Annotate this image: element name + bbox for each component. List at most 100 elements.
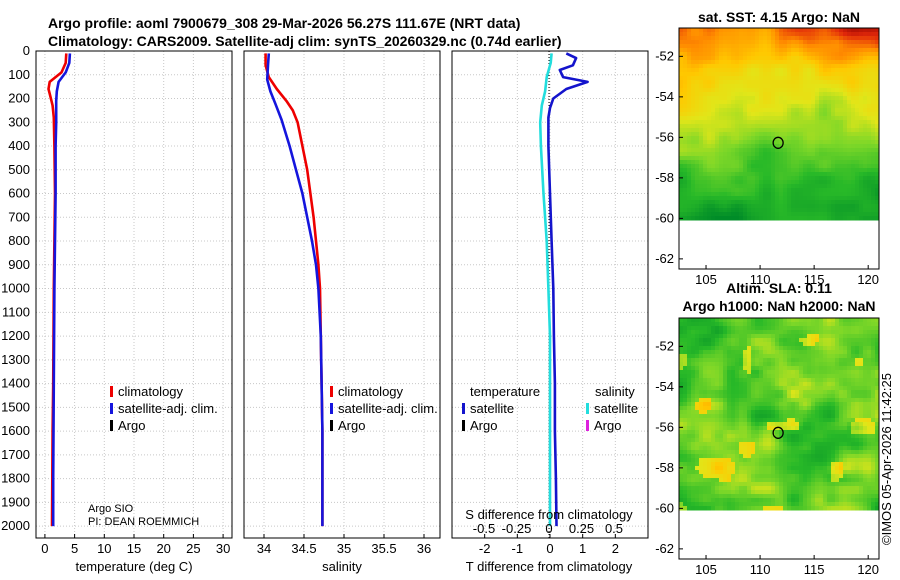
- heatmap-cell: [863, 326, 868, 331]
- heatmap-cell: [799, 52, 804, 57]
- heatmap-cell: [795, 386, 800, 391]
- heatmap-cell: [759, 434, 764, 439]
- heatmap-cell: [819, 498, 824, 503]
- heatmap-cell: [835, 68, 840, 73]
- heatmap-cell: [843, 192, 848, 197]
- heatmap-cell: [695, 406, 700, 411]
- heatmap-cell: [811, 40, 816, 45]
- heatmap-cell: [811, 362, 816, 367]
- heatmap-cell: [767, 84, 772, 89]
- heatmap-cell: [751, 350, 756, 355]
- heatmap-cell: [875, 334, 879, 339]
- heatmap-cell: [799, 200, 804, 205]
- heatmap-cell: [843, 354, 848, 359]
- heatmap-cell: [711, 200, 716, 205]
- heatmap-cell: [683, 370, 688, 375]
- heatmap-cell: [835, 40, 840, 45]
- heatmap-cell: [767, 382, 772, 387]
- heatmap-cell: [807, 192, 812, 197]
- heatmap-cell: [775, 28, 780, 33]
- heatmap-cell: [735, 430, 740, 435]
- heatmap-cell: [795, 160, 800, 165]
- heatmap-cell: [715, 430, 720, 435]
- heatmap-cell: [691, 160, 696, 165]
- depth-tick-label: 900: [8, 257, 30, 272]
- heatmap-cell: [715, 144, 720, 149]
- temperature-panel: 0 5 10 15 20 25 30 010020030040050060070080090…: [1, 43, 233, 574]
- heatmap-cell: [811, 60, 816, 65]
- heatmap-cell: [795, 346, 800, 351]
- heatmap-cell: [735, 398, 740, 403]
- heatmap-cell: [731, 68, 736, 73]
- heatmap-cell: [823, 342, 828, 347]
- heatmap-cell: [779, 474, 784, 479]
- salinity-panel: 34 34.5 35 35.5 36 salinity climatology sate…: [243, 50, 441, 574]
- heatmap-cell: [815, 426, 820, 431]
- heatmap-cell: [731, 402, 736, 407]
- heatmap-cell: [807, 458, 812, 463]
- heatmap-cell: [827, 386, 832, 391]
- heatmap-cell: [743, 100, 748, 105]
- heatmap-cell: [875, 322, 879, 327]
- heatmap-cell: [779, 184, 784, 189]
- heatmap-cell: [787, 490, 792, 495]
- heatmap-cell: [731, 60, 736, 65]
- heatmap-cell: [775, 92, 780, 97]
- heatmap-cell: [763, 482, 768, 487]
- heatmap-cell: [775, 32, 780, 37]
- heatmap-cell: [839, 502, 844, 507]
- heatmap-cell: [799, 160, 804, 165]
- heatmap-cell: [707, 442, 712, 447]
- heatmap-cell: [751, 414, 756, 419]
- heatmap-cell: [815, 398, 820, 403]
- heatmap-cell: [855, 168, 860, 173]
- heatmap-cell: [815, 192, 820, 197]
- heatmap-cell: [863, 462, 868, 467]
- heatmap-cell: [767, 430, 772, 435]
- heatmap-cell: [831, 124, 836, 129]
- heatmap-cell: [759, 338, 764, 343]
- heatmap-cell: [731, 438, 736, 443]
- heatmap-cell: [803, 410, 808, 415]
- heatmap-cell: [819, 438, 824, 443]
- heatmap-cell: [871, 80, 876, 85]
- heatmap-cell: [843, 36, 848, 41]
- heatmap-cell: [847, 410, 852, 415]
- heatmap-cell: [871, 414, 876, 419]
- heatmap-cell: [739, 414, 744, 419]
- heatmap-cell: [683, 156, 688, 161]
- heatmap-cell: [863, 322, 868, 327]
- heatmap-cell: [755, 80, 760, 85]
- heatmap-cell: [743, 48, 748, 53]
- heatmap-cell: [815, 84, 820, 89]
- heatmap-cell: [751, 120, 756, 125]
- heatmap-cell: [715, 60, 720, 65]
- heatmap-cell: [863, 212, 868, 217]
- heatmap-cell: [871, 144, 876, 149]
- heatmap-cell: [723, 486, 728, 491]
- heatmap-cell: [839, 192, 844, 197]
- heatmap-cell: [747, 338, 752, 343]
- heatmap-cell: [791, 204, 796, 209]
- heatmap-cell: [751, 116, 756, 121]
- heatmap-cell: [795, 454, 800, 459]
- heatmap-cell: [719, 462, 724, 467]
- heatmap-cell: [875, 498, 879, 503]
- heatmap-cell: [831, 44, 836, 49]
- heatmap-cell: [735, 362, 740, 367]
- heatmap-cell: [779, 350, 784, 355]
- heatmap-cell: [731, 494, 736, 499]
- depth-tick-label: 800: [8, 233, 30, 248]
- heatmap-cell: [775, 502, 780, 507]
- heatmap-cell: [823, 362, 828, 367]
- heatmap-cell: [679, 28, 684, 33]
- heatmap-cell: [699, 426, 704, 431]
- heatmap-cell: [727, 52, 732, 57]
- heatmap-cell: [707, 494, 712, 499]
- heatmap-cell: [791, 68, 796, 73]
- heatmap-cell: [835, 48, 840, 53]
- heatmap-cell: [867, 350, 872, 355]
- heatmap-cell: [863, 188, 868, 193]
- heatmap-cell: [851, 326, 856, 331]
- heatmap-cell: [775, 56, 780, 61]
